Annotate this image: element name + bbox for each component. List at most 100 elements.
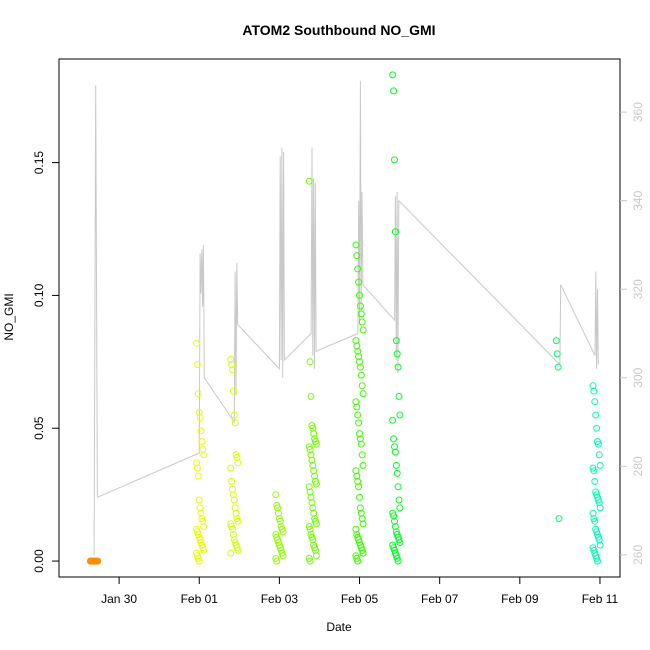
y2-tick-label: 300 [631,367,645,387]
data-point [227,464,235,472]
data-point [273,557,281,565]
data-point [591,517,599,525]
data-point [390,512,398,520]
y-tick-label: 0.00 [32,549,46,573]
data-point [276,517,284,525]
data-point [231,419,239,427]
data-point [279,528,287,536]
data-point [307,451,315,459]
chart-title: ATOM2 Southbound NO_GMI [242,22,435,38]
data-point [391,443,398,451]
data-point [228,361,236,368]
data-point [312,546,319,554]
data-point [199,517,207,525]
data-point [234,546,242,554]
data-point [229,531,237,538]
data-point [200,451,208,459]
data-point [393,469,401,477]
data-point [593,424,601,432]
data-point [312,480,320,488]
data-point [590,467,598,475]
data-point [357,440,365,448]
data-point [229,525,236,533]
data-point [311,472,319,480]
y2-tick-label: 360 [631,102,645,122]
data-point [359,549,367,557]
data-point [554,363,562,371]
data-point [229,366,236,374]
data-point [552,337,560,345]
data-point [306,446,314,453]
data-point [356,493,363,501]
data-point [354,347,362,355]
data-point [352,398,360,406]
data-point [198,438,206,445]
data-point [352,241,360,249]
data-point [228,477,236,485]
x-axis: Jan 30 Feb 01 Feb 03 Feb 05 Feb 07 Feb 09 Feb … [101,577,619,606]
data-point [354,557,362,565]
data-point [359,326,367,334]
data-point [200,546,208,554]
data-point [308,499,316,507]
data-point [306,488,314,496]
data-point [592,411,600,419]
data-point [229,387,237,395]
data-point [594,557,601,565]
data-point [312,552,320,560]
x-tick-label: Feb 05 [341,592,379,606]
x-tick-label: Feb 09 [501,592,539,606]
data-point [591,398,599,406]
x-tick-label: Jan 30 [101,592,137,606]
data-point [356,435,364,443]
data-point [358,318,366,326]
data-point [391,523,399,530]
data-point [94,557,102,565]
data-point [193,361,201,368]
y-axis-label: NO_GMI [2,293,16,340]
y-tick-label: 0.15 [32,151,46,175]
data-point [312,440,320,448]
data-point [354,477,362,485]
data-point [358,515,366,523]
data-point [309,504,317,512]
x-tick-label: Feb 07 [421,592,459,606]
data-point [390,435,398,443]
data-point [306,358,314,366]
data-point [358,451,366,459]
data-point [196,414,204,422]
data-point [356,504,364,512]
data-point [595,536,603,544]
data-point [355,278,363,286]
y2-tick-label: 340 [631,190,645,210]
data-point [389,71,397,79]
data-point [309,536,317,544]
data-point [305,177,313,185]
data-point [396,539,404,546]
data-point [393,350,401,358]
data-point [353,342,361,350]
data-point [595,451,603,459]
data-point [392,461,400,469]
data-point [227,549,235,557]
data-point [233,454,241,461]
data-point [555,515,563,523]
y-axis: 0.00 0.05 0.10 0.15 [32,151,59,573]
data-point [392,337,400,345]
data-point [306,557,314,565]
y2-tick-label: 320 [631,279,645,299]
x-tick-label: Feb 01 [181,592,219,606]
data-point [357,371,365,379]
data-point [274,504,282,512]
data-point [596,461,604,469]
data-point [196,504,204,512]
data-point [193,459,200,467]
data-point [356,430,363,438]
data-point [356,302,364,310]
data-point [193,464,201,472]
data-point [591,477,599,485]
data-point [193,339,200,347]
data-point [279,552,287,560]
data-point [357,310,365,318]
data-point [312,520,320,528]
